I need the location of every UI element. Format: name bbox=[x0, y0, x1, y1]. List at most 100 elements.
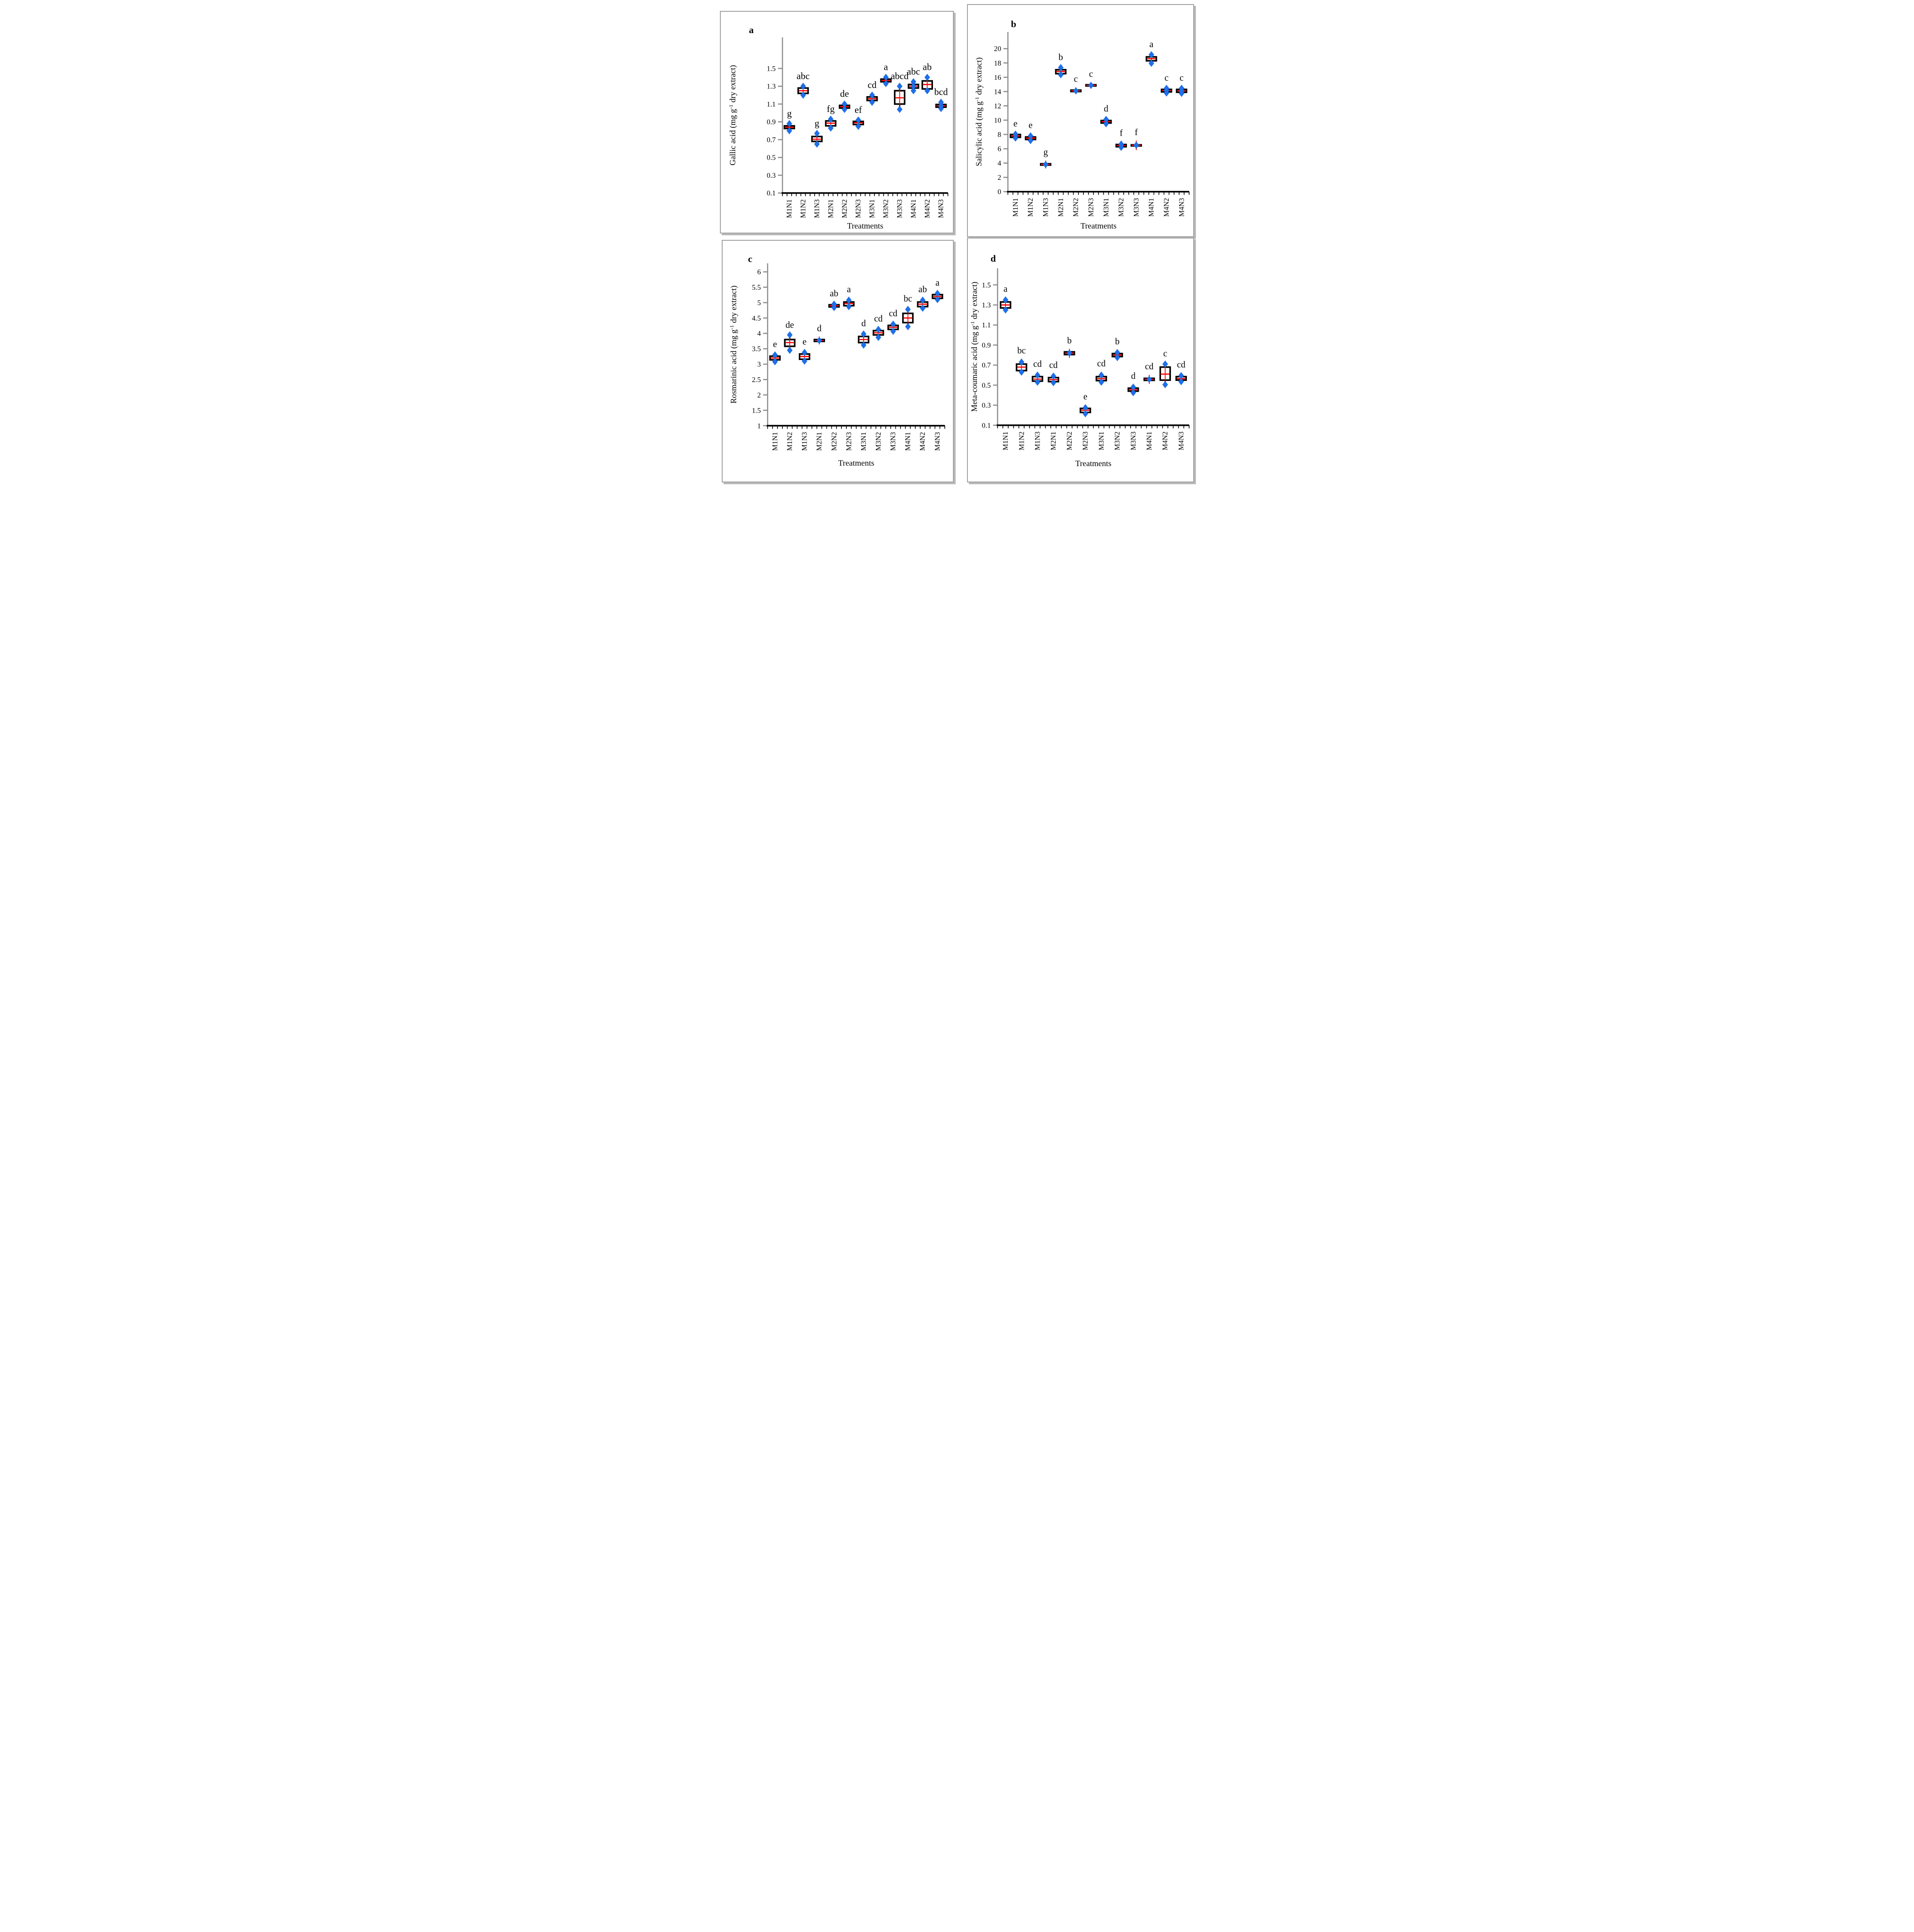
significance-letter: abcd bbox=[891, 70, 909, 81]
x-category-label: M4N1 bbox=[904, 432, 912, 451]
data-point-diamond bbox=[890, 320, 896, 328]
data-point-diamond bbox=[787, 127, 792, 135]
x-category-label: M4N1 bbox=[1148, 198, 1156, 217]
data-point-diamond bbox=[1035, 371, 1040, 379]
x-axis-title: Treatments bbox=[838, 458, 874, 467]
y-tick-label: 0.5 bbox=[767, 154, 776, 162]
y-tick-label: 0.3 bbox=[767, 172, 776, 180]
box-group-M1N1: M1N1 a bbox=[1000, 284, 1011, 450]
data-point-diamond bbox=[1118, 140, 1124, 148]
significance-letter: a bbox=[1149, 39, 1153, 49]
data-point-diamond bbox=[841, 106, 848, 113]
x-category-label: M2N2 bbox=[841, 200, 849, 218]
significance-letter: b bbox=[1115, 336, 1120, 346]
data-point-diamond bbox=[1103, 120, 1109, 127]
data-point-diamond bbox=[1146, 375, 1152, 383]
data-point-diamond bbox=[869, 91, 875, 99]
x-category-label: M2N3 bbox=[845, 432, 853, 451]
box-group-M2N1: M2N1 b bbox=[1055, 52, 1067, 217]
y-tick-label: 2.5 bbox=[752, 376, 761, 384]
y-tick-label: 1.1 bbox=[982, 321, 991, 329]
x-category-label: M4N2 bbox=[1161, 432, 1169, 450]
x-category-label: M3N2 bbox=[1114, 432, 1122, 450]
significance-letter: cd bbox=[1033, 359, 1042, 369]
x-category-label: M1N2 bbox=[1027, 198, 1035, 217]
significance-letter: c bbox=[1163, 349, 1167, 359]
panel-b-salicylic-acid: b 0 2 4 6 8 10 12 14 16 18 20 Salicylic acid (mg g-… bbox=[967, 4, 1194, 237]
y-tick-label: 5 bbox=[757, 299, 761, 307]
x-category-label: M4N3 bbox=[938, 200, 945, 218]
x-category-label: M2N1 bbox=[1057, 198, 1065, 217]
panel-b-letter: b bbox=[1011, 19, 1016, 29]
data-point-diamond bbox=[846, 297, 852, 304]
y-tick-label: 2 bbox=[757, 391, 761, 399]
significance-letter: ab bbox=[918, 285, 927, 295]
significance-letter: a bbox=[935, 278, 939, 288]
significance-letter: cd bbox=[874, 314, 883, 324]
y-tick-label: 4 bbox=[757, 330, 761, 338]
significance-letter: cd bbox=[889, 309, 898, 319]
box-group-M1N2: M1N2 bc bbox=[1015, 346, 1027, 450]
box-group-M2N1: M2N1 d bbox=[813, 323, 825, 451]
x-category-label: M2N2 bbox=[831, 432, 838, 451]
x-category-label: M2N3 bbox=[1082, 432, 1089, 450]
box-group-M4N1: M4N1 cd bbox=[1143, 362, 1155, 450]
data-point-diamond bbox=[772, 351, 778, 359]
data-point-diamond bbox=[814, 130, 820, 137]
significance-letter: cd bbox=[868, 79, 877, 90]
x-category-label: M1N1 bbox=[1012, 198, 1020, 217]
data-point-diamond bbox=[846, 303, 852, 311]
box-group-M2N2: M2N2 b bbox=[1064, 336, 1075, 450]
data-point-diamond bbox=[920, 304, 926, 312]
y-tick-label: 0.1 bbox=[982, 422, 991, 429]
significance-letter: e bbox=[773, 340, 777, 350]
x-category-label: M1N1 bbox=[1002, 432, 1010, 450]
data-point-diamond bbox=[1148, 59, 1154, 67]
data-point-diamond bbox=[905, 306, 911, 313]
box-group-M2N3: M2N3 ef bbox=[852, 104, 864, 218]
y-tick-label: 18 bbox=[994, 59, 1001, 67]
significance-letter: b bbox=[1059, 52, 1063, 62]
y-axis-title: Gallic acid (mg g-1 dry extract) bbox=[728, 65, 738, 165]
box-group-M4N3: M4N3 c bbox=[1176, 73, 1188, 217]
x-category-label: M4N1 bbox=[1146, 432, 1153, 450]
y-tick-label: 4.5 bbox=[752, 315, 761, 322]
data-point-diamond bbox=[1114, 349, 1120, 356]
box-group-M2N2: M2N2 c bbox=[1070, 74, 1082, 217]
data-point-diamond bbox=[1002, 306, 1009, 314]
significance-letter: bc bbox=[904, 294, 912, 304]
x-category-label: M2N2 bbox=[1072, 198, 1080, 217]
y-tick-label: 6 bbox=[997, 146, 1001, 153]
x-category-label: M3N1 bbox=[869, 200, 876, 218]
y-axis-title: Salicylic acid (mg g-1 dry extract) bbox=[974, 57, 984, 166]
significance-letter: abc bbox=[797, 70, 810, 81]
significance-letter: ab bbox=[830, 289, 838, 299]
x-category-label: M2N1 bbox=[816, 432, 823, 451]
significance-letter: e bbox=[1083, 392, 1088, 402]
x-category-label: M3N2 bbox=[1117, 198, 1125, 217]
data-point-diamond bbox=[938, 98, 944, 106]
significance-letter: a bbox=[1004, 284, 1008, 294]
x-category-label: M1N3 bbox=[1034, 432, 1041, 450]
significance-letter: ab bbox=[923, 62, 932, 73]
significance-letter: f bbox=[1120, 128, 1123, 138]
x-category-label: M3N3 bbox=[896, 200, 904, 218]
y-tick-label: 16 bbox=[994, 74, 1001, 82]
significance-letter: cd bbox=[1097, 359, 1106, 369]
panel-d-letter: d bbox=[991, 253, 996, 264]
data-point-diamond bbox=[1088, 82, 1094, 89]
significance-letter: g bbox=[787, 108, 792, 119]
data-point-diamond bbox=[1098, 378, 1104, 386]
box-group-M4N2: M4N2 c bbox=[1159, 349, 1171, 450]
box-group-M3N2: M3N2 a bbox=[880, 62, 892, 218]
box-group-M1N2: M1N2 e bbox=[1025, 120, 1036, 217]
x-category-label: M4N1 bbox=[910, 200, 918, 218]
box-group-M3N2: M3N2 cd bbox=[872, 314, 884, 451]
x-category-label: M2N3 bbox=[855, 200, 862, 218]
y-tick-label: 14 bbox=[994, 88, 1001, 96]
y-tick-label: 4 bbox=[997, 160, 1001, 167]
significance-letter: d bbox=[1131, 371, 1136, 381]
box-group-M4N1: M4N1 bc bbox=[902, 294, 914, 451]
data-point-diamond bbox=[1066, 349, 1073, 357]
x-category-label: M3N2 bbox=[882, 200, 890, 218]
